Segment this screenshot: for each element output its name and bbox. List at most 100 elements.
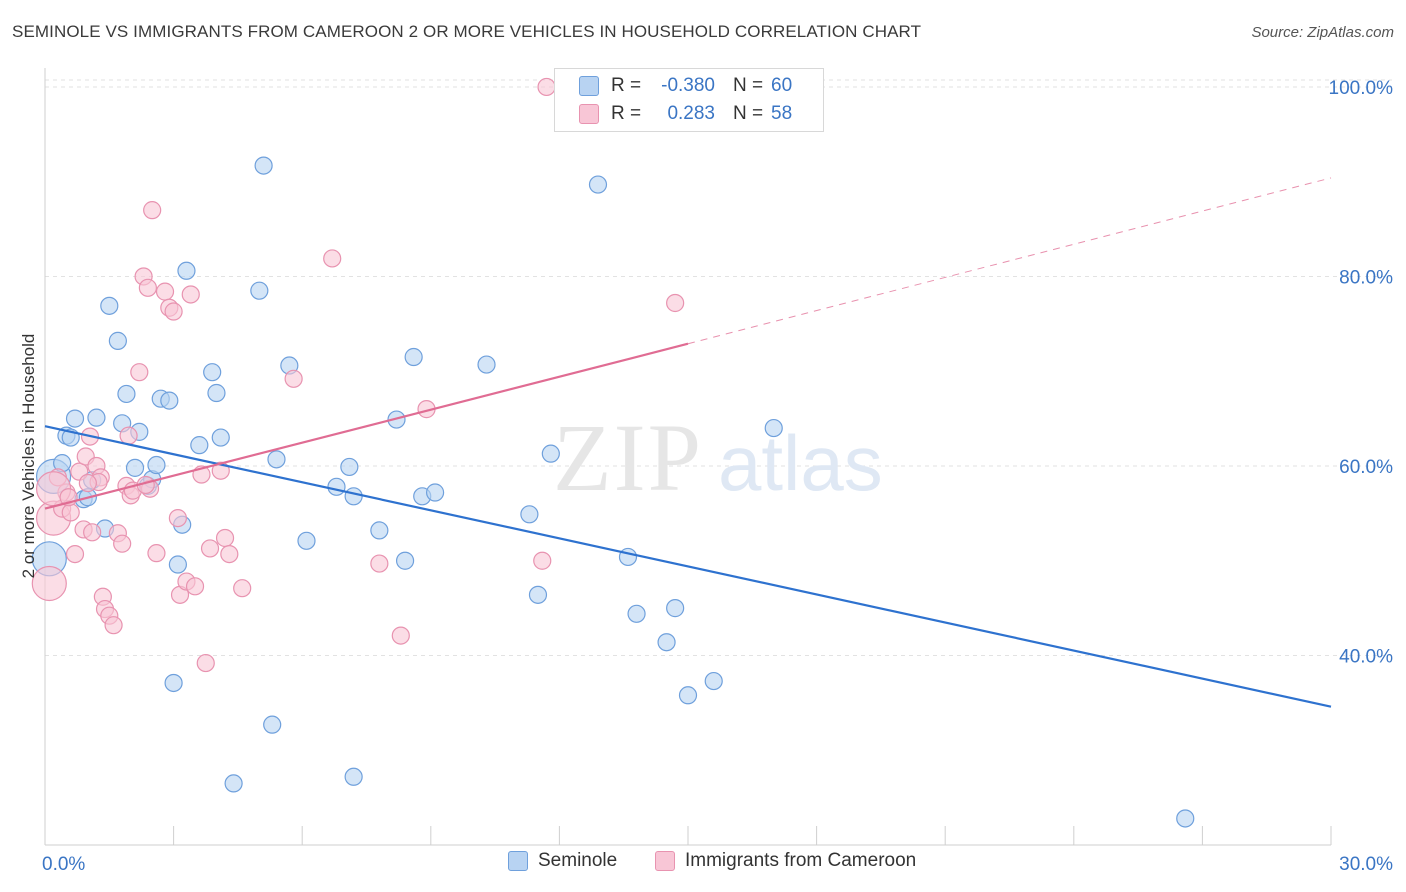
grid-layer bbox=[45, 79, 1392, 656]
seminole-point bbox=[250, 281, 269, 300]
n-label: N = bbox=[733, 103, 764, 124]
seminole-point bbox=[160, 391, 179, 410]
cameroon-point bbox=[78, 473, 97, 493]
y-tick-label: 100.0% bbox=[1329, 78, 1394, 99]
cameroon-point bbox=[537, 77, 556, 97]
cameroon-swatch bbox=[579, 104, 599, 124]
n-label: N = bbox=[733, 75, 764, 96]
legend-item-seminole[interactable]: Seminole bbox=[508, 850, 617, 872]
cameroon-point bbox=[113, 534, 132, 553]
cameroon-point bbox=[533, 551, 552, 570]
seminole-point bbox=[370, 521, 389, 540]
seminole-point bbox=[224, 774, 243, 793]
watermark-atlas: atlas bbox=[718, 419, 883, 507]
legend-label: Seminole bbox=[538, 850, 618, 871]
seminole-point bbox=[100, 296, 119, 315]
seminole-point bbox=[327, 477, 346, 496]
r-label: R = bbox=[611, 103, 642, 124]
seminole-point bbox=[87, 408, 106, 427]
seminole-point bbox=[108, 331, 127, 350]
cameroon-point bbox=[164, 302, 183, 321]
cameroon-point bbox=[284, 369, 303, 388]
cameroon-point bbox=[220, 544, 239, 564]
y-tick-label: 40.0% bbox=[1339, 646, 1393, 667]
seminole-trend-line bbox=[44, 425, 1332, 708]
watermark-zip: ZIP bbox=[553, 404, 703, 511]
stats-legend: R = -0.380 N = 60 R = 0.283 N = 58 bbox=[554, 68, 824, 132]
seminole-swatch bbox=[579, 76, 599, 96]
watermark: ZIP atlas bbox=[553, 404, 883, 511]
seminole-point bbox=[704, 671, 723, 691]
seminole-point bbox=[764, 418, 783, 438]
seminole-point bbox=[528, 585, 548, 604]
n-value: 58 bbox=[771, 103, 793, 124]
seminole-point bbox=[588, 175, 608, 194]
seminole-point bbox=[211, 428, 230, 447]
seminole-point bbox=[65, 409, 85, 428]
seminole-point bbox=[147, 455, 166, 475]
seminole-point bbox=[125, 458, 145, 477]
source-label: Source: ZipAtlas.com bbox=[1251, 24, 1394, 41]
seminole-point bbox=[425, 483, 445, 502]
axis-labels: 2 or more Vehicles in Household 40.0% 60.… bbox=[19, 78, 1393, 875]
legend-label: Immigrants from Cameroon bbox=[685, 850, 917, 871]
cameroon-point bbox=[119, 426, 138, 445]
r-value: -0.380 bbox=[661, 75, 715, 96]
seminole-swatch bbox=[508, 851, 528, 871]
cameroon-point bbox=[215, 528, 235, 548]
stats-row-cameroon: R = 0.283 N = 58 bbox=[579, 99, 792, 129]
cameroon-point bbox=[155, 282, 175, 301]
cameroon-trend-extension bbox=[687, 177, 1332, 345]
cameroon-swatch bbox=[655, 851, 675, 871]
cameroon-point bbox=[143, 201, 162, 220]
seminole-point bbox=[340, 457, 359, 477]
seminole-point bbox=[207, 383, 226, 403]
cameroon-point bbox=[200, 539, 220, 558]
seminole-point bbox=[477, 355, 496, 374]
cameroon-point bbox=[61, 503, 80, 522]
bottom-legend: Seminole Immigrants from Cameroon bbox=[0, 850, 1406, 880]
cameroon-point bbox=[323, 249, 342, 268]
cameroon-point bbox=[196, 653, 215, 673]
cameroon-point bbox=[31, 565, 67, 602]
trend-lines bbox=[44, 177, 1332, 708]
seminole-point bbox=[678, 686, 698, 705]
r-label: R = bbox=[611, 75, 642, 96]
seminole-point bbox=[177, 261, 196, 280]
y-axis-label: 2 or more Vehicles in Household bbox=[19, 334, 38, 579]
cameroon-point bbox=[181, 285, 200, 304]
cameroon-point bbox=[65, 544, 85, 564]
cameroon-point bbox=[104, 616, 123, 635]
x-tick-label: 0.0% bbox=[42, 854, 85, 875]
cameroon-point bbox=[233, 579, 252, 598]
seminole-point bbox=[297, 531, 316, 550]
seminole-point bbox=[1176, 809, 1195, 828]
seminole-point bbox=[657, 633, 676, 652]
seminole-point bbox=[520, 505, 539, 524]
seminole-point bbox=[627, 604, 646, 623]
cameroon-point bbox=[147, 544, 166, 563]
seminole-point bbox=[344, 487, 363, 506]
cameroon-point bbox=[370, 554, 389, 573]
seminole-point bbox=[541, 444, 560, 463]
n-value: 60 bbox=[771, 75, 793, 96]
r-value: 0.283 bbox=[667, 103, 715, 124]
stats-row-seminole: R = -0.380 N = 60 bbox=[579, 71, 792, 101]
seminole-point bbox=[404, 347, 423, 367]
seminole-point bbox=[666, 599, 685, 618]
cameroon-point bbox=[130, 363, 149, 382]
cameroon-point bbox=[391, 626, 410, 645]
y-tick-label: 80.0% bbox=[1339, 267, 1393, 288]
cameroon-point bbox=[138, 278, 157, 297]
cameroon-trend-line bbox=[44, 342, 689, 510]
seminole-point bbox=[395, 551, 415, 570]
legend-item-cameroon[interactable]: Immigrants from Cameroon bbox=[655, 850, 916, 872]
seminole-point bbox=[164, 673, 183, 693]
cameroon-point bbox=[168, 508, 187, 528]
cameroon-point bbox=[83, 523, 102, 542]
x-tick-label: 30.0% bbox=[1339, 854, 1393, 875]
seminole-point bbox=[203, 363, 222, 382]
seminole-point bbox=[267, 450, 286, 469]
y-tick-label: 60.0% bbox=[1339, 457, 1393, 478]
